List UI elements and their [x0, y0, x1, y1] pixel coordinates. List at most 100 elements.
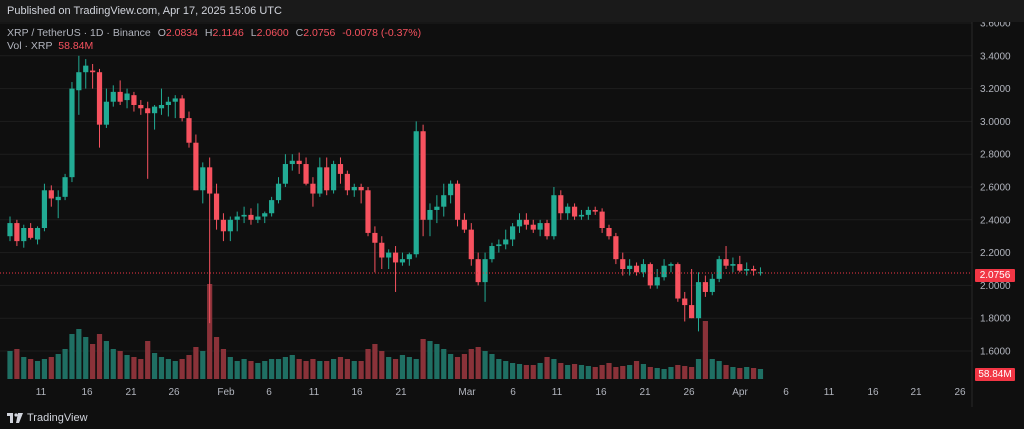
candle-body [516, 219, 523, 227]
volume-row: Vol · XRP 58.84M [7, 40, 421, 53]
candle-body [69, 88, 75, 178]
volume-bar [461, 354, 468, 379]
candle-body [640, 264, 647, 273]
volume-bar [289, 355, 295, 379]
candle-body [248, 214, 254, 220]
volume-bar [21, 357, 27, 379]
volume-bar [138, 359, 144, 379]
volume-bar [213, 337, 220, 379]
volume-bar [110, 349, 116, 379]
volume-bar [441, 349, 447, 379]
volume-bar [248, 361, 254, 379]
y-axis-label: 3.4000 [980, 51, 1011, 62]
change-value: -0.0078 (-0.37%) [342, 27, 422, 39]
volume-bar [330, 359, 337, 379]
x-axis-label: 16 [351, 387, 363, 398]
volume-bar [661, 369, 667, 379]
volume-bar [200, 351, 206, 379]
open-value: 2.0834 [165, 27, 198, 39]
volume-bar [96, 334, 103, 379]
candle-body [675, 264, 681, 299]
candle-body [83, 65, 89, 73]
candle-body [275, 183, 282, 201]
x-axis-label: 26 [168, 387, 180, 398]
volume-bar [413, 359, 419, 379]
volume-bar [613, 367, 619, 379]
candle-body [269, 200, 275, 214]
volume-bar [627, 365, 633, 379]
volume-bar [131, 357, 137, 379]
x-axis-label: Apr [732, 387, 748, 398]
volume-bar [503, 361, 509, 379]
volume-bar [695, 359, 702, 379]
x-axis-label: 6 [266, 387, 272, 398]
volume-bar [69, 334, 75, 379]
volume-bar [303, 361, 309, 379]
y-axis-label: 2.8000 [980, 150, 1011, 161]
candle-body [565, 206, 571, 214]
volume-bar [365, 349, 371, 379]
candle-body [434, 206, 440, 210]
volume-bar [668, 367, 674, 379]
volume-bar [227, 357, 233, 379]
candle-body [413, 131, 419, 255]
y-axis-label: 3.2000 [980, 84, 1011, 95]
volume-bar [48, 357, 54, 379]
candle-body [427, 209, 433, 220]
volume-bar [510, 363, 516, 379]
y-axis-label: 3.6000 [980, 22, 1011, 30]
y-axis-label: 2.0000 [980, 281, 1011, 292]
candle-body [399, 259, 406, 263]
candle-body [234, 216, 240, 220]
volume-bar [241, 359, 247, 379]
volume-bar [551, 359, 557, 379]
volume-bar [90, 344, 96, 379]
candle-body [330, 164, 337, 191]
volume-bar [448, 354, 454, 379]
volume-bar [737, 368, 743, 379]
candle-body [578, 214, 585, 217]
candle-body [117, 91, 123, 102]
symbol-label[interactable]: XRP / TetherUS · 1D · Binance [7, 27, 151, 39]
volume-bar [55, 354, 61, 379]
brand[interactable]: TradingView [7, 412, 88, 424]
x-axis-label: 11 [824, 387, 835, 398]
volume-bar [220, 349, 227, 379]
candle-body [723, 259, 729, 266]
candlestick-chart[interactable]: 3.6000 3.4000 3.2000 3.0000 2.8000 2.6000 2.40… [0, 22, 1024, 429]
volume-bar [682, 366, 688, 379]
candle-body [661, 265, 667, 278]
candle-body [337, 164, 344, 174]
volume-bar [282, 357, 288, 379]
candle-body [496, 244, 502, 247]
x-axis-label: 26 [683, 387, 695, 398]
x-axis-label: 21 [395, 387, 407, 398]
volume-bar [654, 368, 660, 379]
volume-label[interactable]: Vol · XRP [7, 40, 53, 52]
candle-body [344, 173, 350, 191]
volume-bar [516, 364, 523, 379]
candle-body [262, 213, 268, 217]
x-axis-label: 16 [81, 387, 93, 398]
candle-body [620, 259, 626, 269]
volume-bar [750, 368, 757, 379]
candle-body [454, 183, 461, 220]
y-axis-label: 2.2000 [980, 248, 1011, 259]
volume-bar [386, 357, 392, 379]
x-axis-label: Mar [458, 387, 476, 398]
candle-body [702, 282, 708, 292]
candle-body [179, 98, 185, 119]
close-key: C [295, 27, 304, 39]
volume-bar [537, 363, 543, 379]
volume-bar [530, 365, 536, 379]
volume-bar [406, 357, 412, 379]
volume-bar [689, 367, 695, 379]
volume-bar [14, 349, 20, 379]
volume-bar [571, 364, 578, 379]
candle-body [193, 142, 199, 191]
candle-body [172, 98, 178, 102]
volume-bar [358, 361, 364, 379]
candle-body [406, 254, 412, 260]
close-value: 2.0756 [303, 27, 336, 39]
volume-bar [234, 361, 240, 379]
